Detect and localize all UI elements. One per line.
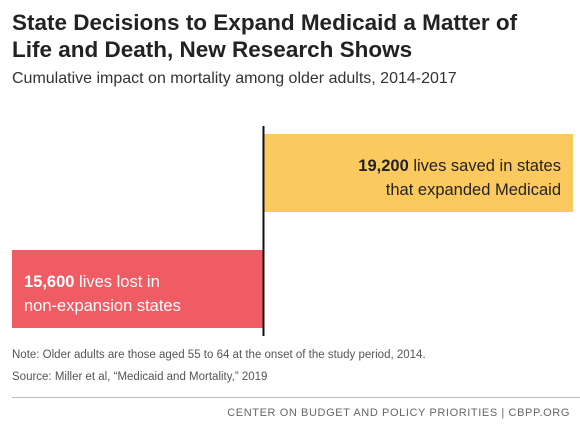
footer-credit: CENTER ON BUDGET AND POLICY PRIORITIES |… — [227, 407, 570, 419]
note-text: Note: Older adults are those aged 55 to … — [12, 349, 426, 361]
footer-divider — [12, 397, 580, 398]
data-label-lives-saved: 19,200 lives saved in states — [358, 157, 561, 175]
data-label-lives-lost: 15,600 lives lost in — [24, 273, 160, 291]
data-label-lives-lost-line2: non-expansion states — [24, 297, 181, 315]
data-label-text: lives saved in states — [409, 157, 561, 175]
bar-lives-saved — [263, 134, 573, 212]
title-line-2: Life and Death, New Research Shows — [12, 37, 413, 62]
chart-subtitle: Cumulative impact on mortality among old… — [12, 70, 457, 87]
bar-lives-lost — [12, 250, 264, 328]
data-label-number: 19,200 — [358, 157, 408, 175]
source-text: Source: Miller et al, “Medicaid and Mort… — [12, 371, 268, 383]
data-label-number: 15,600 — [24, 273, 74, 291]
chart-area: 19,200 lives saved in states that expande… — [12, 126, 573, 336]
title-line-1: State Decisions to Expand Medicaid a Mat… — [12, 10, 518, 35]
data-label-lives-saved-line2: that expanded Medicaid — [386, 181, 561, 199]
chart-title: State Decisions to Expand Medicaid a Mat… — [12, 9, 572, 63]
data-label-text: lives lost in — [74, 273, 159, 291]
